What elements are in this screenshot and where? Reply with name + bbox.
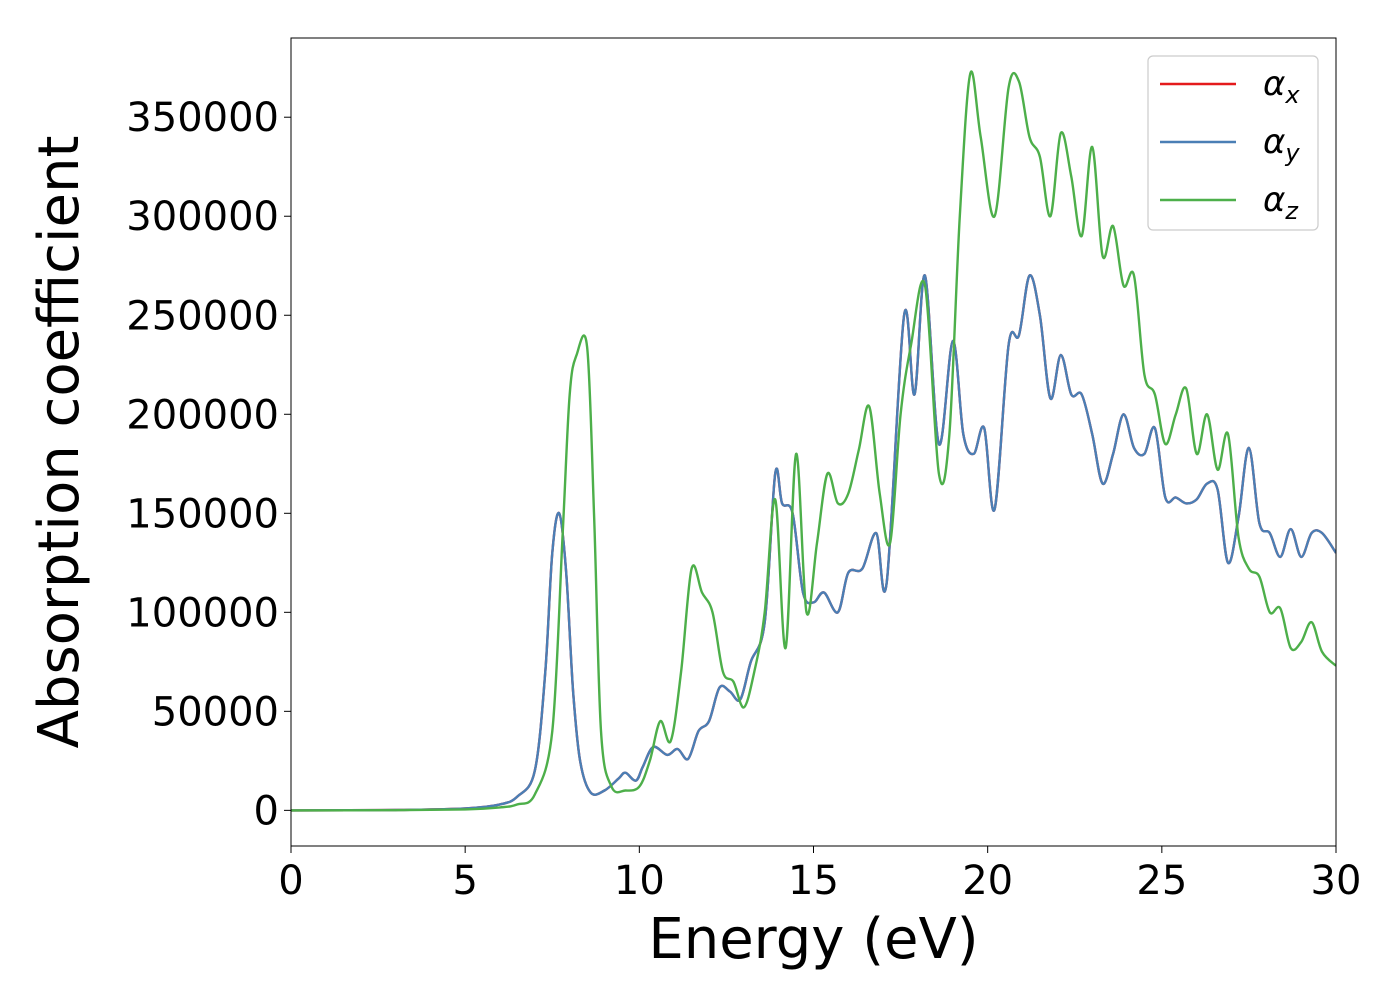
x-tick-label: 5	[452, 858, 477, 904]
y-tick-label: 350000	[126, 95, 279, 141]
y-tick-label: 150000	[126, 491, 279, 537]
x-axis-ticks: 0 5 10 15 20 25 30	[278, 846, 1361, 904]
legend-symbol: α	[1263, 64, 1285, 104]
x-tick-label: 0	[278, 858, 303, 904]
y-tick-label: 300000	[126, 194, 279, 240]
legend-label-z: αz	[1263, 180, 1299, 225]
series-line-y	[291, 274, 1336, 812]
y-axis-ticks: 0 50000 100000 150000 200000 250000 300000 3500…	[126, 95, 291, 834]
x-tick-label: 15	[788, 858, 839, 904]
y-tick-label: 200000	[126, 392, 279, 438]
legend-subscript: x	[1284, 81, 1300, 109]
legend-subscript: y	[1284, 139, 1300, 167]
y-tick-label: 0	[254, 788, 279, 834]
series-line-x	[291, 274, 1336, 812]
legend-symbol: α	[1263, 180, 1285, 220]
y-tick-label: 50000	[152, 689, 279, 735]
x-axis-label: Energy (eV)	[648, 907, 978, 972]
series-layer	[291, 70, 1336, 812]
y-axis-label: Absorption coefficient	[27, 136, 92, 749]
x-tick-label: 25	[1136, 858, 1187, 904]
x-tick-label: 30	[1311, 858, 1362, 904]
y-tick-label: 250000	[126, 293, 279, 339]
series-line-z	[291, 70, 1336, 812]
legend-symbol: α	[1263, 122, 1285, 162]
x-tick-label: 10	[614, 858, 665, 904]
legend-label-x: αx	[1263, 64, 1300, 109]
legend-subscript: z	[1284, 197, 1299, 225]
y-tick-label: 100000	[126, 590, 279, 636]
x-tick-label: 20	[962, 858, 1013, 904]
legend-label-y: αy	[1263, 122, 1300, 167]
